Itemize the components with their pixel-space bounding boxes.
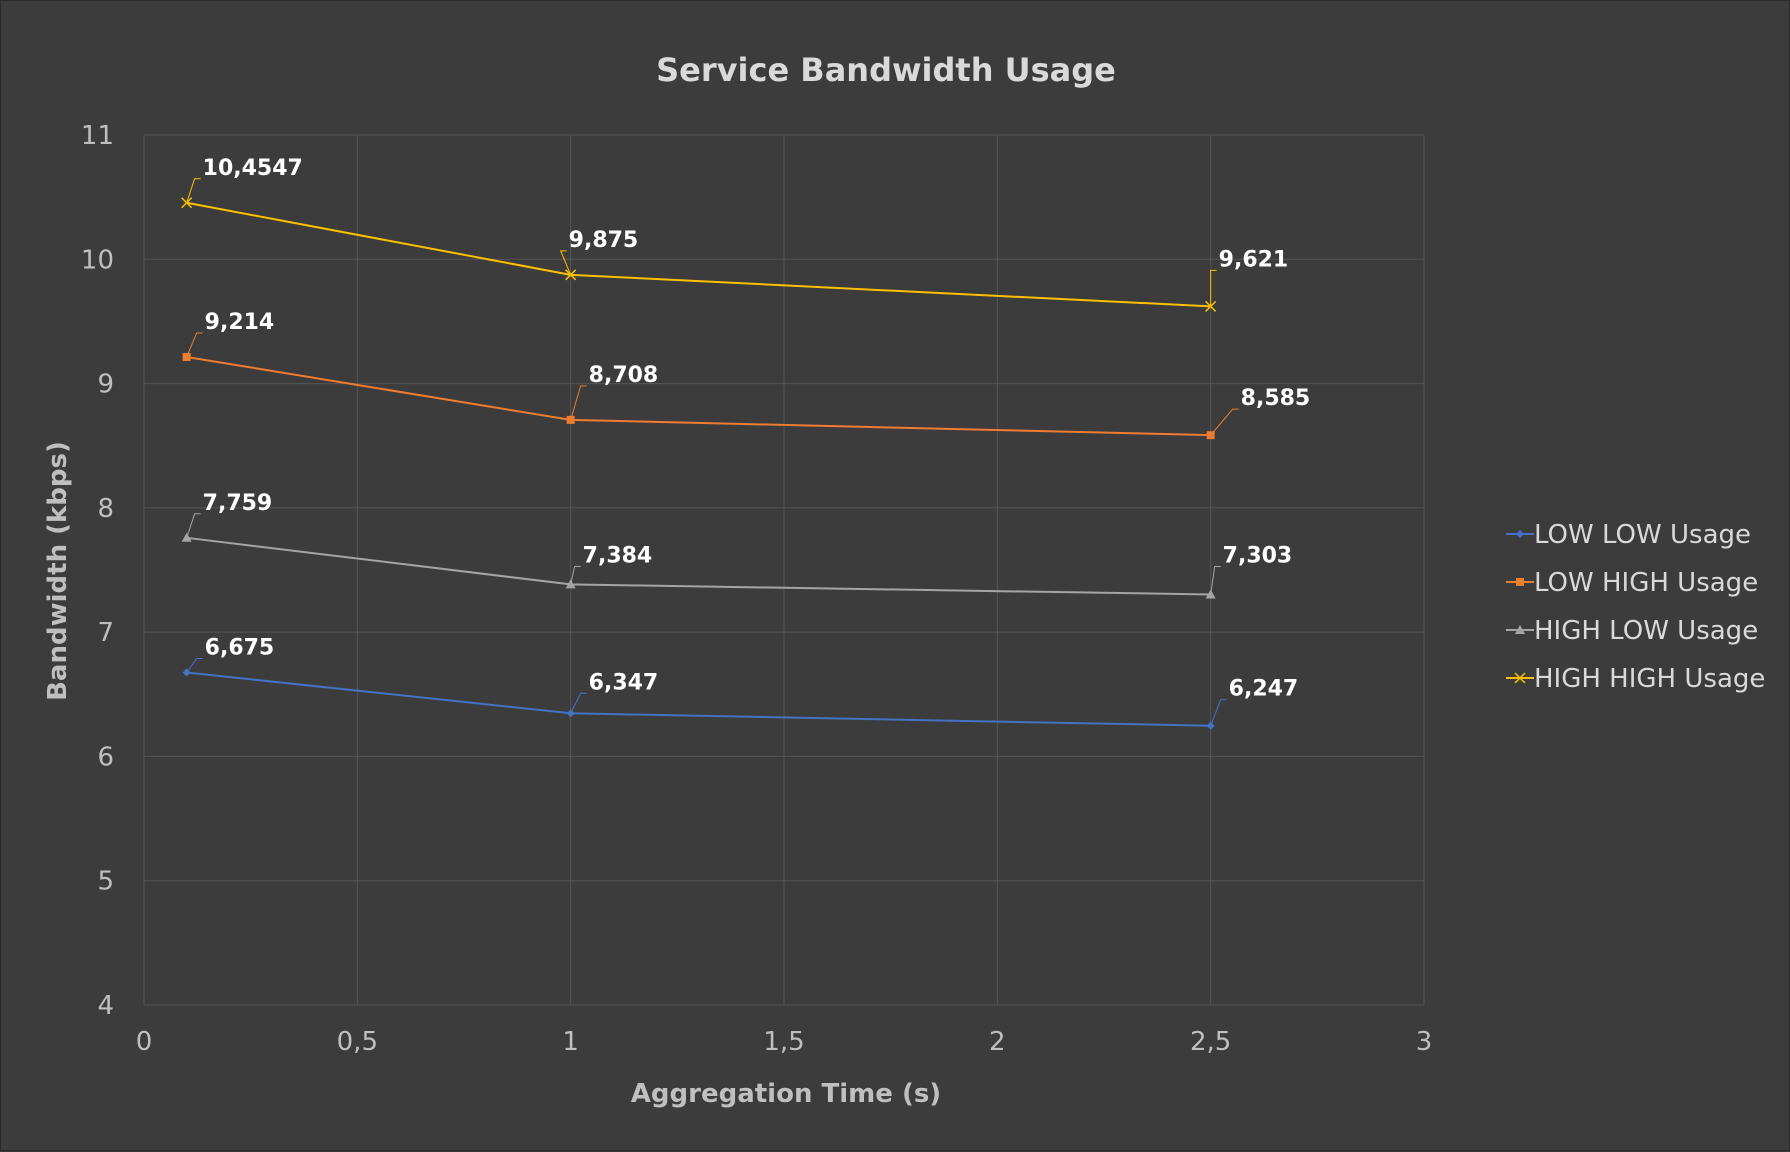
data-label: 10,4547	[203, 156, 303, 181]
data-label-leader	[570, 385, 587, 421]
data-label: 7,303	[1223, 543, 1293, 568]
y-tick-label: 11	[81, 121, 114, 151]
legend-marker	[1516, 530, 1524, 538]
series-line	[186, 201, 1211, 308]
x-tick-label: 3	[1416, 1027, 1433, 1057]
data-label: 7,759	[203, 491, 273, 516]
y-tick-label: 9	[97, 370, 114, 400]
legend-item: LOW LOW Usage	[1506, 520, 1751, 550]
data-label: 8,708	[589, 363, 659, 388]
data-label: 7,384	[583, 543, 653, 568]
data-label-leader	[1210, 699, 1227, 726]
data-label-leader	[570, 692, 587, 714]
data-label-leader	[186, 332, 203, 358]
series-line	[186, 671, 1211, 727]
x-tick-label: 1,5	[763, 1027, 804, 1057]
series-line	[186, 355, 1211, 437]
data-label-leader	[186, 178, 201, 203]
legend-label: LOW HIGH Usage	[1534, 568, 1758, 598]
legend-item: HIGH HIGH Usage	[1506, 664, 1765, 694]
legend-label: HIGH LOW Usage	[1534, 616, 1758, 646]
data-label-leader	[186, 513, 201, 538]
x-axis-title: Aggregation Time (s)	[631, 1079, 941, 1109]
data-labels: 6,675 6,347 6,247 9,214 8,708 8,585 7,759 7,384…	[186, 156, 1311, 726]
x-tick-label: 2	[989, 1027, 1006, 1057]
y-tick-label: 8	[97, 494, 114, 524]
legend-label: LOW LOW Usage	[1534, 520, 1751, 550]
data-label-leader	[1210, 269, 1217, 307]
y-axis-title: Bandwidth (kbps)	[43, 441, 73, 701]
data-label: 6,675	[205, 636, 275, 661]
legend-item: HIGH LOW Usage	[1506, 616, 1758, 646]
legend-marker	[1515, 625, 1525, 634]
chart-title: Service Bandwidth Usage	[656, 51, 1116, 89]
x-tick-label: 0	[136, 1027, 153, 1057]
x-tick-label: 2,5	[1190, 1027, 1231, 1057]
legend-label: HIGH HIGH Usage	[1534, 664, 1765, 694]
x-tick-label: 1	[562, 1027, 579, 1057]
plot-series	[181, 197, 1217, 730]
data-label-leader	[570, 565, 581, 585]
legend-marker	[1516, 578, 1524, 586]
y-tick-label: 7	[97, 618, 114, 648]
y-tick-label: 10	[81, 245, 114, 275]
data-label-leader	[186, 658, 203, 673]
legend: LOW LOW Usage LOW HIGH Usage HIGH LOW Usag…	[1506, 520, 1765, 694]
data-label: 8,585	[1241, 386, 1311, 411]
x-tick-label: 0,5	[337, 1027, 378, 1057]
data-label: 9,621	[1219, 247, 1289, 272]
series-line	[186, 536, 1211, 596]
y-tick-label: 4	[97, 991, 114, 1021]
y-tick-label: 6	[97, 742, 114, 772]
data-label-leader	[1210, 408, 1239, 436]
data-label: 6,247	[1229, 677, 1299, 702]
data-label-leader	[1210, 565, 1221, 595]
data-label: 9,875	[569, 228, 639, 253]
y-tick-label: 5	[97, 867, 114, 897]
legend-marker	[1514, 672, 1526, 684]
data-label-leader	[559, 250, 572, 276]
data-label: 9,214	[205, 310, 275, 335]
data-label: 6,347	[589, 670, 659, 695]
axis-ticks: 0 0,5 1 1,5 2 2,5 3 4 5 6 7 8 9 10 11	[81, 121, 1432, 1057]
legend-item: LOW HIGH Usage	[1506, 568, 1758, 598]
